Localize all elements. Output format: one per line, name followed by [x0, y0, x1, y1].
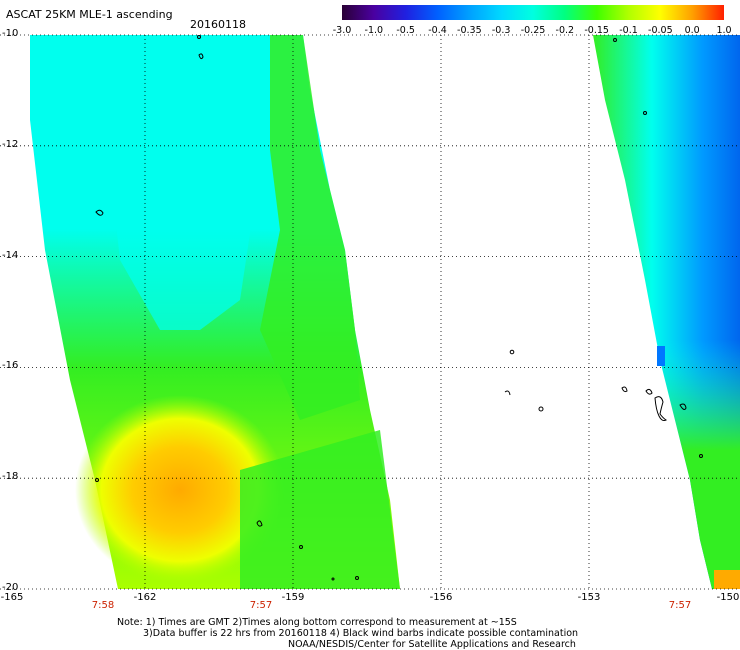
right-swath-orange-corner: [714, 570, 740, 589]
color-scale-label: 1.0: [716, 25, 732, 36]
right-swath-blue-pixel: [657, 346, 665, 366]
latitude-label: -16: [2, 360, 19, 372]
left-swath-cyan-band: [110, 35, 255, 330]
color-scale-label: -0.35: [457, 25, 482, 36]
right-swath-lower-green: [593, 35, 740, 589]
color-scale-label: -0.3: [491, 25, 511, 36]
longitude-label: -153: [577, 592, 601, 603]
latitude-label: -20: [2, 582, 19, 593]
longitude-label: -162: [133, 592, 157, 603]
chart-date: 20160118: [190, 18, 246, 31]
color-scale-gradient: [342, 5, 724, 20]
color-scale-label: -0.25: [520, 25, 546, 36]
latitude-label: -14: [2, 249, 19, 261]
color-scale-label: -0.05: [648, 25, 673, 36]
color-scale-label: -0.2: [555, 25, 575, 36]
color-scale-bar: [342, 5, 724, 20]
color-scale-label: -0.15: [584, 25, 609, 36]
longitude-label: -156: [429, 592, 453, 603]
gridlines: [0, 34, 740, 590]
time-label: 7:58: [91, 600, 115, 611]
color-scale-label: -1.0: [364, 25, 384, 36]
latitude-label: -12: [2, 138, 19, 150]
color-scale-label: 0.0: [684, 25, 700, 36]
longitude-label: -150: [716, 592, 740, 603]
color-scale-label: -0.4: [428, 25, 447, 36]
color-scale-label: -0.5: [396, 25, 415, 36]
longitude-label: -159: [281, 592, 305, 603]
note-line-3: NOAA/NESDIS/Center for Satellite Applica…: [288, 639, 576, 650]
chart-title: ASCAT 25KM MLE-1 ascending: [6, 8, 173, 21]
left-swath-bottom-green: [240, 430, 400, 589]
time-label: 7:57: [668, 600, 692, 611]
latitude-label: -18: [2, 471, 19, 483]
color-scale-label: -3.0: [332, 25, 352, 36]
left-swath-green-band: [260, 35, 360, 420]
note-line-1: Note: 1) Times are GMT 2)Times along bot…: [117, 617, 517, 628]
time-label: 7:57: [249, 600, 273, 611]
latitude-label: -10: [2, 28, 19, 39]
longitude-label: -165: [0, 592, 24, 603]
left-swath-yellow-region: [75, 395, 285, 585]
color-scale-label: -0.1: [619, 25, 638, 36]
note-line-2: 3)Data buffer is 22 hrs from 20160118 4)…: [143, 628, 579, 639]
island-outlines: [95, 35, 703, 581]
